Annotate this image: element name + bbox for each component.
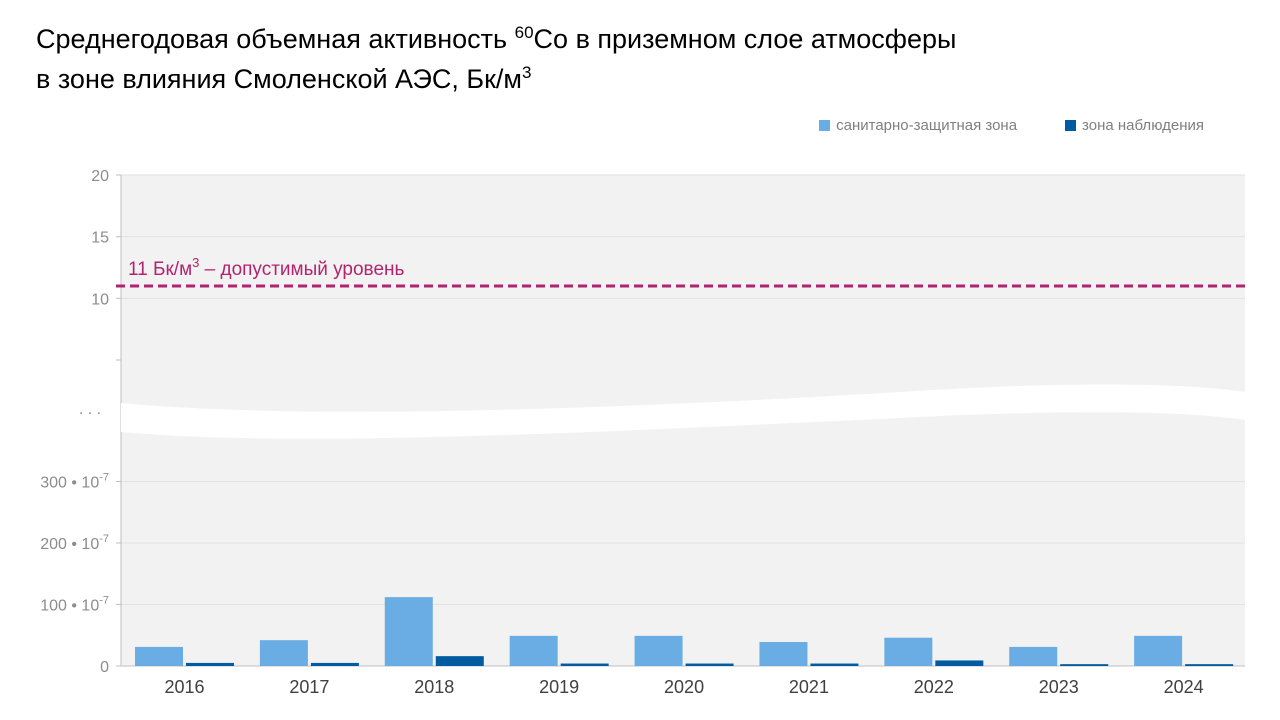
bar-observation-2017 (310, 662, 359, 666)
y-tick-label-lower-200: 200 • 10-7 (40, 533, 109, 553)
isotope-mass-number: 60 (514, 23, 534, 42)
legend-item-observation: зона наблюдения (1065, 117, 1204, 134)
title-unit-exponent: 3 (521, 63, 532, 82)
y-tick-label-lower-0: 0 (100, 659, 109, 676)
x-tick-label-2024: 2024 (1164, 677, 1204, 697)
y-tick-label-upper-20: 20 (91, 168, 109, 185)
bar-sanitary-2023 (1009, 646, 1058, 666)
legend-label-observation: зона наблюдения (1082, 117, 1204, 134)
chart-legend: санитарно-защитная зона зона наблюдения (819, 117, 1204, 134)
bar-sanitary-2019 (509, 635, 558, 666)
chart-title: Среднегодовая объемная активность 60Co в… (36, 16, 956, 96)
axis-break (121, 384, 1245, 439)
bar-observation-2018 (435, 656, 484, 666)
bar-sanitary-2018 (384, 597, 433, 666)
bar-observation-2024 (1185, 664, 1234, 666)
title-line1-pre: Среднегодовая объемная активность (36, 24, 515, 54)
axis-break-dots: . . . (79, 401, 101, 418)
x-tick-label-2019: 2019 (539, 677, 579, 697)
legend-swatch-sanitary (819, 120, 831, 131)
bar-sanitary-2016 (135, 646, 183, 666)
legend-swatch-observation (1065, 120, 1077, 131)
bar-observation-2023 (1060, 664, 1109, 666)
bar-observation-2020 (685, 663, 734, 666)
x-tick-label-2022: 2022 (914, 677, 954, 697)
bar-observation-2022 (935, 660, 984, 666)
legend-item-sanitary: санитарно-защитная зона (819, 117, 1017, 134)
y-tick-label-lower-300: 300 • 10-7 (40, 472, 109, 492)
y-tick-label-upper-10: 10 (91, 291, 109, 308)
x-tick-label-2020: 2020 (664, 677, 704, 697)
legend-label-sanitary: санитарно-защитная зона (836, 117, 1018, 134)
bar-sanitary-2021 (759, 642, 808, 666)
bar-observation-2019 (560, 663, 609, 666)
x-tick-label-2021: 2021 (789, 677, 829, 697)
x-tick-label-2017: 2017 (289, 677, 329, 697)
x-tick-label-2016: 2016 (164, 677, 204, 697)
bar-sanitary-2024 (1134, 635, 1183, 666)
x-tick-label-2018: 2018 (414, 677, 454, 697)
title-line2-pre: в зоне влияния Смоленской АЭС, Бк/м (36, 64, 522, 94)
title-line1-post: Co в приземном слое атмосферы (533, 24, 957, 54)
y-tick-label-upper-15: 15 (91, 230, 109, 247)
bar-sanitary-2020 (634, 635, 683, 666)
bar-sanitary-2022 (884, 637, 933, 666)
bar-sanitary-2017 (259, 640, 308, 666)
x-tick-label-2023: 2023 (1039, 677, 1079, 697)
y-tick-label-lower-100: 100 • 10-7 (40, 595, 109, 615)
bar-observation-2016 (186, 662, 234, 666)
bar-observation-2021 (810, 663, 859, 666)
limit-label: 11 Бк/м3 – допустимый уровень (128, 255, 404, 280)
